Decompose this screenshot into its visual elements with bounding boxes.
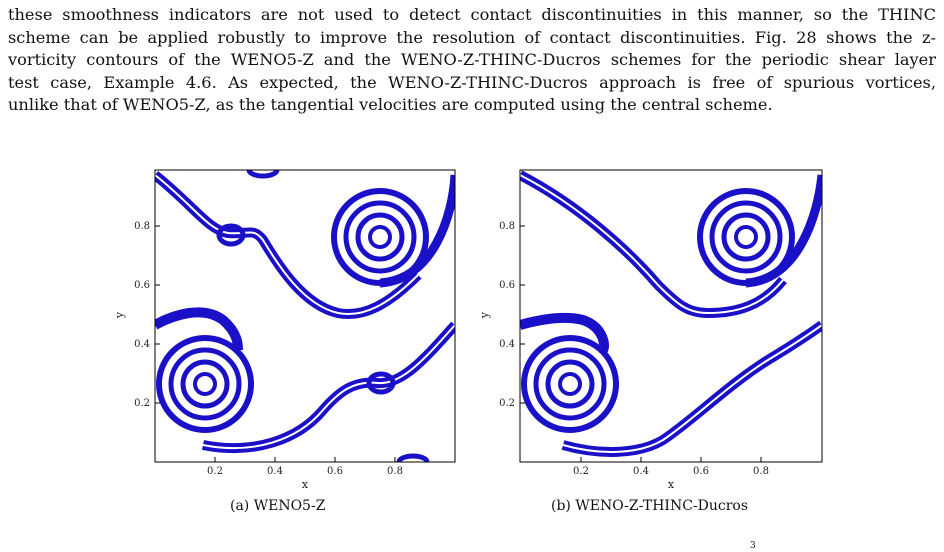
figure-weno5z: 0.2 0.4 0.6 0.8 0.2 0.4 0.6 0.8 x y (113, 155, 463, 499)
x-tick-label: 0.6 (327, 466, 343, 477)
x-tick-label: 0.4 (633, 466, 649, 477)
x-tick-label: 0.8 (387, 466, 403, 477)
paragraph-line: unlike that of WENO5-Z, as the tangentia… (8, 95, 773, 114)
y-tick-label: 0.4 (499, 339, 515, 350)
paragraph-line: these smoothness indicators are not used… (8, 5, 936, 24)
body-paragraph: these smoothness indicators are not used… (8, 4, 936, 117)
y-tick-label: 0.8 (134, 221, 150, 232)
y-tick-label: 0.8 (499, 221, 515, 232)
x-tick-label: 0.4 (267, 466, 283, 477)
x-tick-label: 0.6 (693, 466, 709, 477)
y-tick-label: 0.2 (499, 398, 515, 409)
x-tick-label: 0.2 (573, 466, 589, 477)
y-tick-label: 0.4 (134, 339, 150, 350)
footer-mark: 3 (750, 541, 756, 551)
x-axis-label: x (668, 478, 675, 491)
paragraph-line: vorticity contours of the WENO5-Z and th… (8, 50, 936, 69)
contour-plot-weno-z-thinc-ducros: 0.2 0.4 0.6 0.8 0.2 0.4 0.6 0.8 x y (478, 169, 823, 491)
paragraph-line: scheme can be applied robustly to improv… (8, 27, 936, 47)
x-tick-label: 0.8 (753, 466, 769, 477)
figure-weno-z-thinc-ducros: 0.2 0.4 0.6 0.8 0.2 0.4 0.6 0.8 x y (478, 155, 828, 499)
x-axis-label: x (302, 478, 309, 491)
contour-plot-weno5z: 0.2 0.4 0.6 0.8 0.2 0.4 0.6 0.8 x y (113, 169, 456, 491)
x-tick-label: 0.2 (207, 466, 223, 477)
figure-caption: (a) WENO5-Z (230, 498, 326, 514)
y-axis-label: y (478, 311, 491, 319)
y-axis-label: y (113, 311, 126, 319)
y-tick-label: 0.2 (134, 398, 150, 409)
paragraph-line: test case, Example 4.6. As expected, the… (8, 72, 936, 92)
y-tick-label: 0.6 (134, 280, 150, 291)
figure-caption: (b) WENO-Z-THINC-Ducros (551, 498, 749, 514)
y-tick-label: 0.6 (499, 280, 515, 291)
